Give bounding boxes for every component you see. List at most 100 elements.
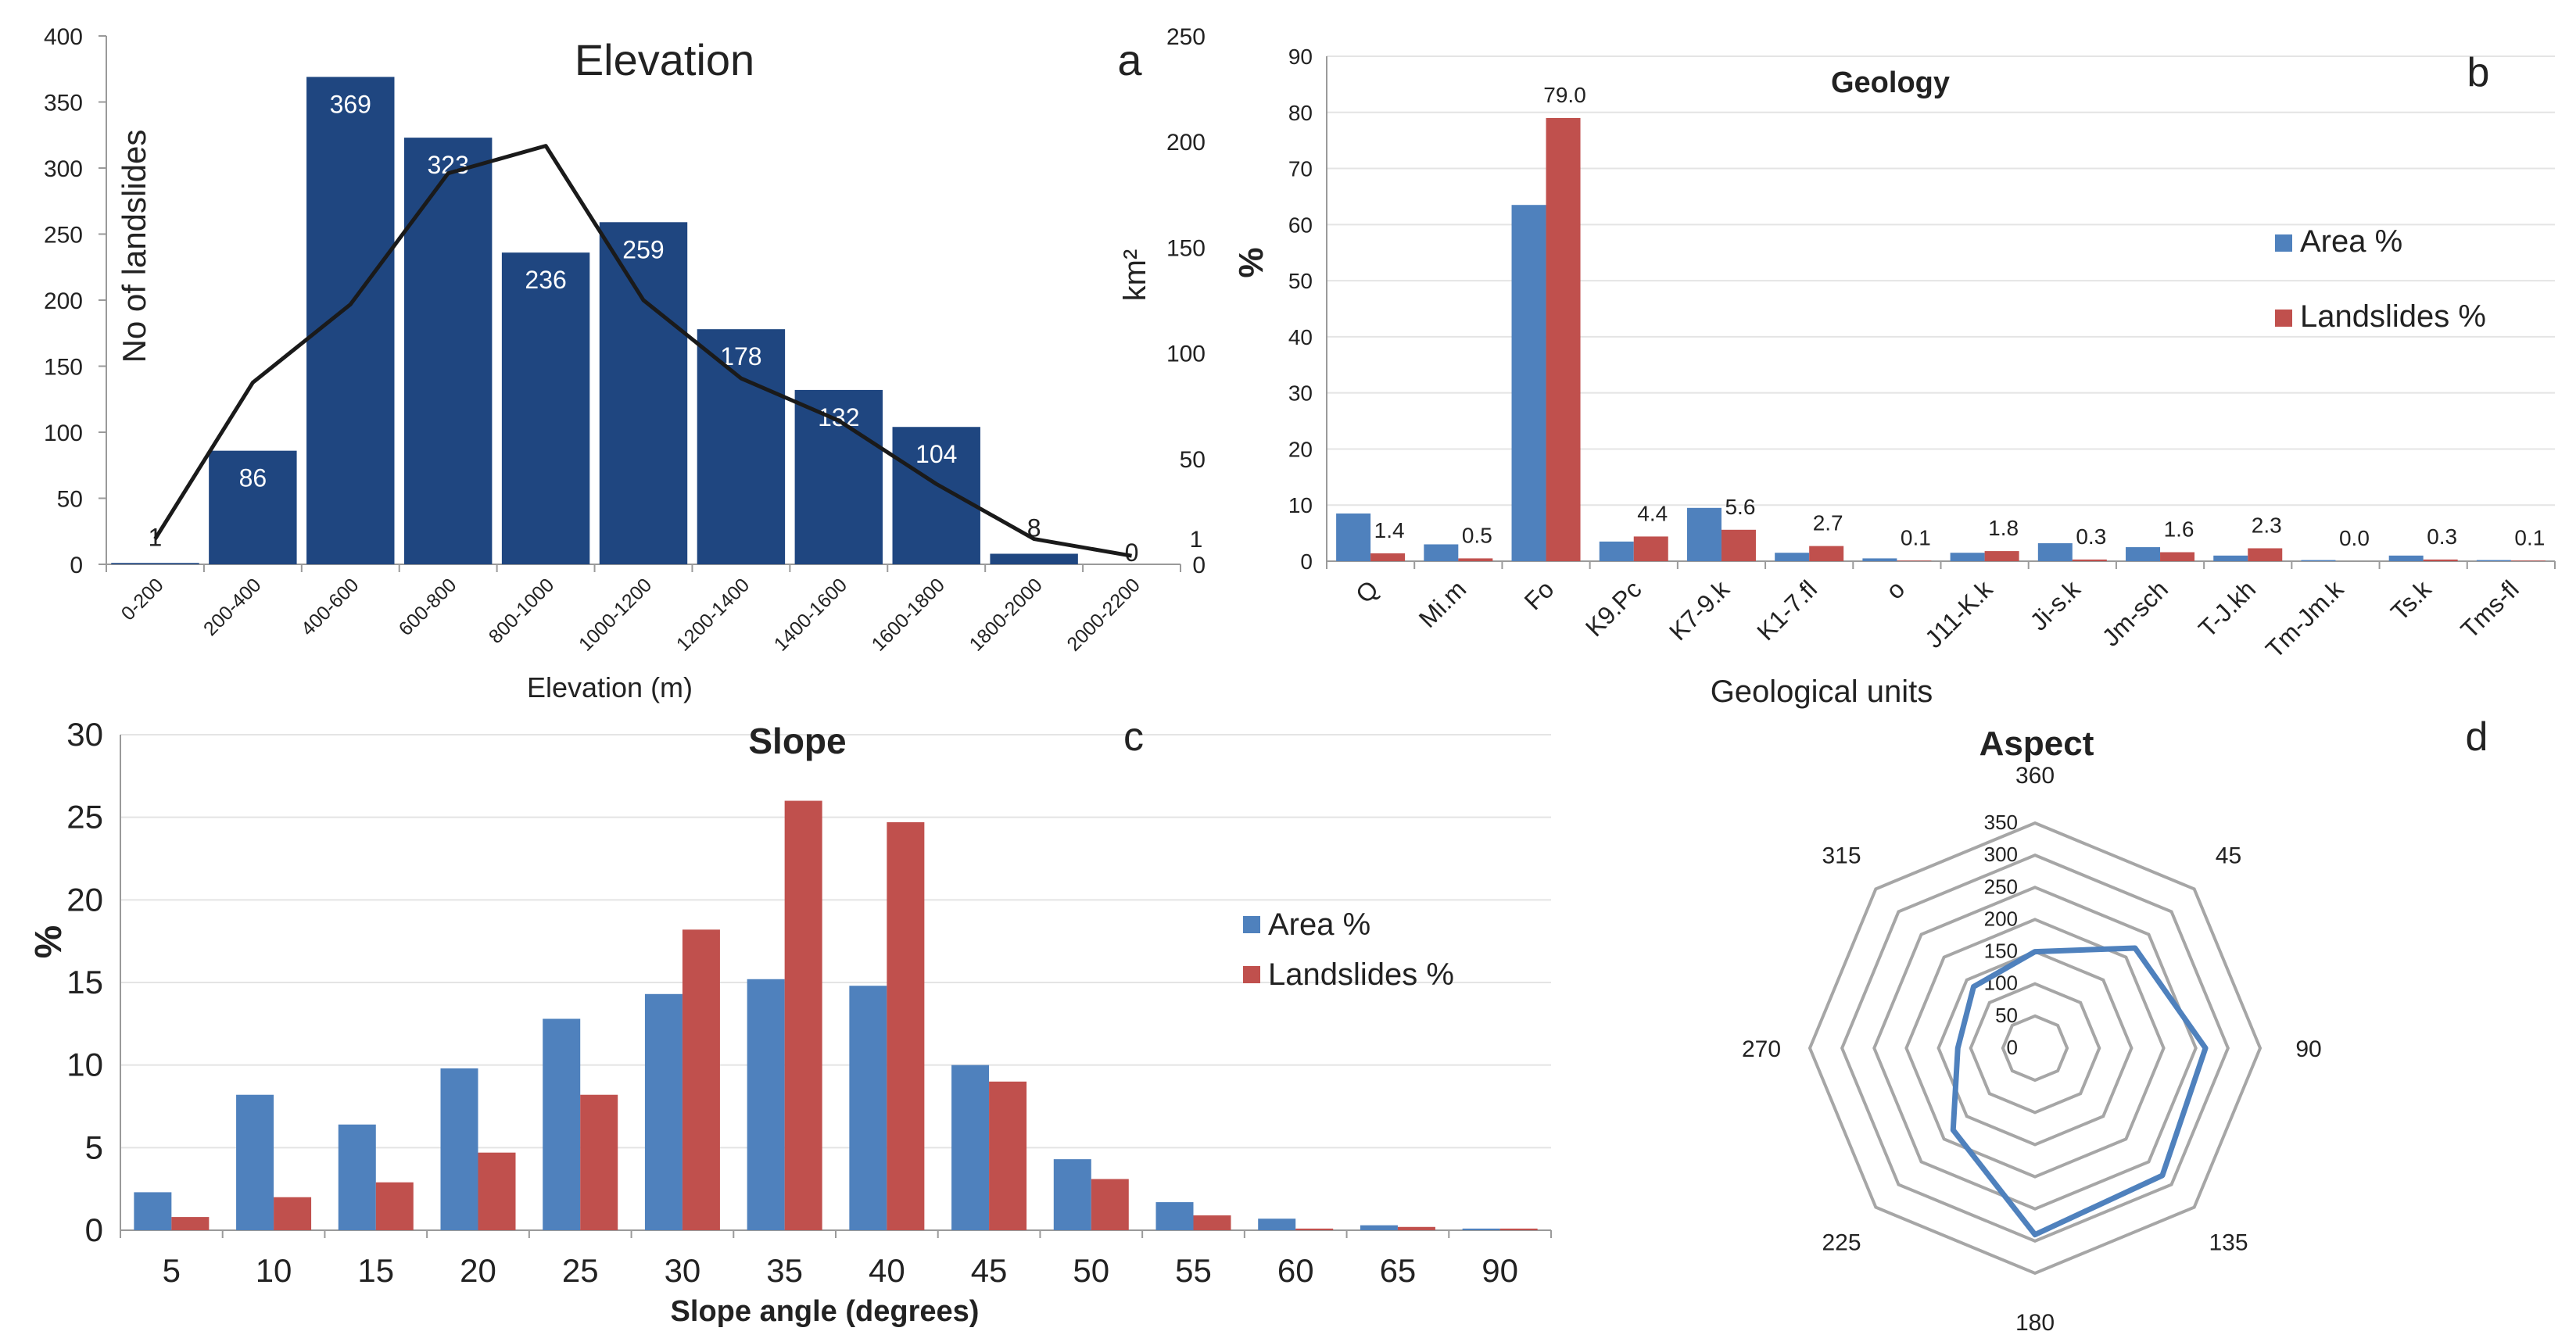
bar-value-label: 369 bbox=[330, 90, 371, 118]
x-tick-label: 20 bbox=[460, 1252, 496, 1289]
legend-swatch-landslides bbox=[1243, 966, 1260, 983]
bar-landslides bbox=[990, 553, 1078, 564]
chart-title: Aspect bbox=[1979, 725, 2094, 763]
legend-label-landslides: Landslides % bbox=[1268, 957, 1454, 992]
bar-area-pct bbox=[134, 1192, 172, 1230]
bar-area-pct bbox=[747, 979, 785, 1230]
bar-landslides-pct bbox=[1633, 536, 1668, 561]
bar-area-pct bbox=[1686, 507, 1722, 561]
y2-tick-label: 250 bbox=[1166, 24, 1206, 50]
bar-value-label: 4.4 bbox=[1637, 501, 1668, 525]
legend-label-landslides: Landslides % bbox=[2300, 299, 2486, 334]
bar-value-label: 0.1 bbox=[2514, 525, 2545, 549]
bar-area-pct bbox=[1599, 541, 1634, 561]
x-tick-label: 30 bbox=[665, 1252, 701, 1289]
x-tick-label: K1-7.fl bbox=[1751, 574, 1822, 646]
y-tick-label: 20 bbox=[1288, 437, 1313, 461]
radar-tick-label: 0 bbox=[2007, 1036, 2018, 1059]
x-axis-title: Geological units bbox=[1711, 675, 1933, 709]
bar-value-label: 259 bbox=[622, 235, 664, 263]
y2-axis-title: km² bbox=[1118, 249, 1152, 302]
bar-landslides-pct bbox=[1091, 1179, 1129, 1230]
bar-value-label: 86 bbox=[239, 464, 267, 492]
bar-area-pct bbox=[1053, 1159, 1091, 1230]
direction-label: 315 bbox=[1822, 843, 1861, 869]
bar-landslides bbox=[306, 77, 395, 564]
bar-area-pct bbox=[1950, 553, 1985, 561]
y-tick-label: 200 bbox=[44, 288, 83, 314]
radar-ring bbox=[1840, 853, 2230, 1244]
bar-landslides-pct bbox=[1721, 529, 1756, 561]
x-tick-label: 1000-1200 bbox=[575, 574, 656, 655]
x-tick-label: 55 bbox=[1175, 1252, 1212, 1289]
direction-label: 90 bbox=[2295, 1036, 2321, 1062]
y-tick-label: 30 bbox=[66, 716, 103, 753]
x-tick-label: Q bbox=[1350, 574, 1384, 608]
bar-value-label: 236 bbox=[525, 266, 566, 294]
radar-tick-label: 200 bbox=[1984, 907, 2018, 930]
line-area-km2 bbox=[153, 144, 1132, 558]
x-tick-label: K9.Pc bbox=[1580, 574, 1647, 642]
bar-area-pct bbox=[849, 986, 887, 1230]
y-tick-label: 60 bbox=[1288, 213, 1313, 237]
x-tick-label: Mi.m bbox=[1413, 574, 1471, 632]
direction-label: 360 bbox=[2015, 763, 2055, 789]
radar-ring bbox=[1969, 982, 2101, 1115]
legend-label-area: Area % bbox=[1268, 907, 1370, 942]
radar-tick-label: 250 bbox=[1984, 875, 2018, 898]
y-axis-title: % bbox=[28, 925, 70, 959]
bar-value-label: 0.1 bbox=[1901, 525, 1931, 549]
y-tick-label: 400 bbox=[44, 24, 83, 50]
radar-ring bbox=[1904, 918, 2166, 1179]
bar-landslides bbox=[209, 450, 297, 564]
y-tick-label: 90 bbox=[1288, 45, 1313, 69]
bar-landslides-pct bbox=[274, 1197, 312, 1230]
bar-area-pct bbox=[2476, 560, 2511, 561]
bar-area-pct bbox=[2126, 547, 2161, 561]
y-tick-label: 10 bbox=[66, 1047, 103, 1083]
bar-landslides bbox=[501, 252, 590, 564]
x-tick-label: 65 bbox=[1380, 1252, 1417, 1289]
x-tick-label: Tms-fl bbox=[2456, 574, 2524, 643]
bar-landslides-pct bbox=[1546, 117, 1581, 561]
bar-landslides-pct bbox=[2160, 552, 2195, 561]
chart-title: Elevation bbox=[575, 35, 754, 84]
panel-letter: b bbox=[2467, 50, 2490, 95]
y-tick-label: 30 bbox=[1288, 381, 1313, 406]
y-tick-label: 250 bbox=[44, 223, 83, 249]
x-tick-label: Ji-s.k bbox=[2025, 574, 2087, 636]
bar-landslides-pct bbox=[580, 1094, 618, 1230]
bar-landslides-pct bbox=[1193, 1215, 1231, 1230]
x-tick-label: 40 bbox=[869, 1252, 905, 1289]
y2-tick-label: 50 bbox=[1180, 447, 1206, 473]
bar-value-label: 0.0 bbox=[2339, 526, 2370, 550]
bar-landslides-pct bbox=[1984, 551, 2019, 561]
bar-landslides-pct bbox=[784, 800, 822, 1230]
x-tick-label: 0-200 bbox=[117, 574, 168, 624]
radar-ring bbox=[1807, 821, 2263, 1276]
bar-area-pct bbox=[1258, 1219, 1296, 1230]
bar-landslides bbox=[892, 427, 980, 564]
x-tick-label: K7-9.k bbox=[1664, 574, 1736, 646]
bar-value-label: 5.6 bbox=[1725, 495, 1755, 519]
panel-letter: a bbox=[1117, 35, 1142, 84]
bar-area-pct bbox=[1424, 544, 1459, 561]
y-axis-title: % bbox=[1232, 247, 1270, 277]
bar-area-pct bbox=[2301, 560, 2336, 561]
panel-d-aspect: 0501001502002503003503604590135180225270… bbox=[1742, 714, 2488, 1336]
bar-area-pct bbox=[543, 1018, 581, 1230]
y-tick-label: 50 bbox=[57, 487, 83, 513]
bar-area-pct bbox=[1511, 205, 1546, 561]
bar-area-pct bbox=[440, 1068, 478, 1230]
x-tick-label: 1200-1400 bbox=[672, 574, 754, 655]
x-tick-label: 15 bbox=[357, 1252, 394, 1289]
bar-landslides-pct bbox=[375, 1182, 414, 1230]
bar-area-pct bbox=[1462, 1228, 1500, 1230]
x-tick-label: 400-600 bbox=[297, 574, 364, 640]
bar-area-pct bbox=[1336, 513, 1371, 561]
panel-c-slope: 0 5 10 15 20 25 30 5 10 15 20 25 30 35 40 45 50 55 60 65 90 A… bbox=[28, 714, 1552, 1328]
radar-tick-label: 300 bbox=[1984, 843, 2018, 866]
bar-value-label: 1.6 bbox=[2164, 517, 2194, 542]
panel-letter: c bbox=[1123, 714, 1144, 760]
bar-landslides-pct bbox=[2248, 548, 2283, 561]
